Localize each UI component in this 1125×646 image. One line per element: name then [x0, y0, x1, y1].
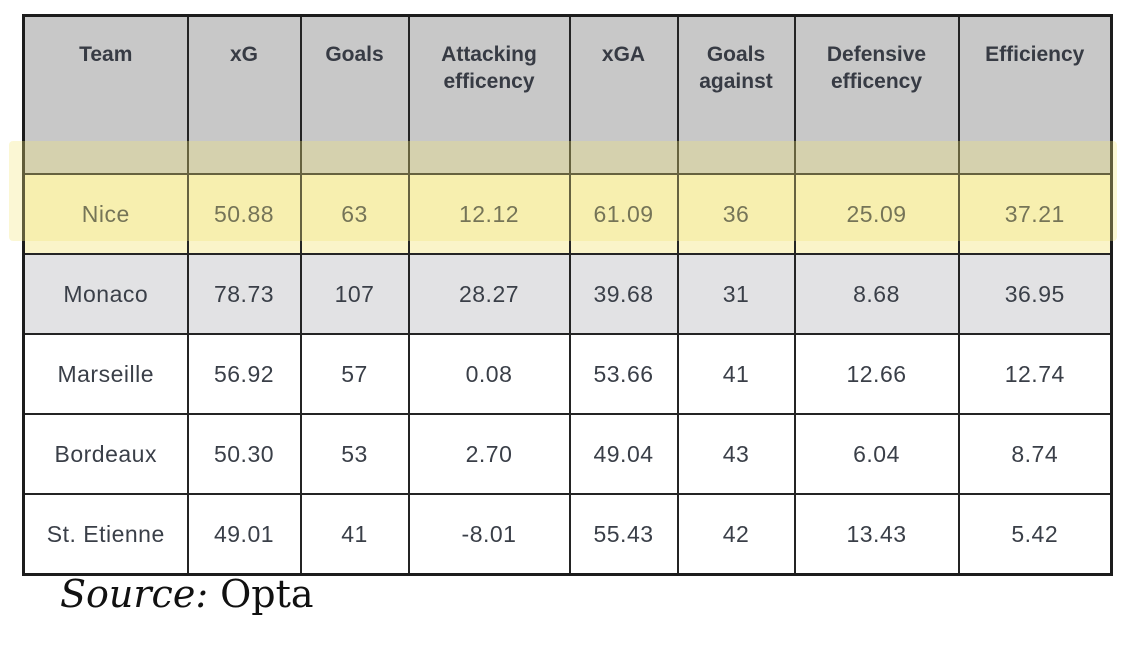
cell-efficiency: 12.74 [957, 333, 1113, 415]
table-row-bordeaux: Bordeaux 50.30 53 2.70 49.04 43 6.04 8.74 [22, 413, 1113, 495]
column-header-def_eff: Defensive efficency [793, 14, 960, 175]
source-label: Source: [60, 572, 209, 616]
column-header-team: Team [22, 14, 189, 175]
cell-team: Monaco [22, 253, 189, 335]
table-row-nice: Nice 50.88 63 12.12 61.09 36 25.09 37.21 [22, 173, 1113, 255]
cell-att_eff: 2.70 [407, 413, 571, 495]
cell-xg: 78.73 [186, 253, 302, 335]
cell-goals_against: 42 [676, 493, 796, 576]
cell-team: St. Etienne [22, 493, 189, 576]
cell-team: Nice [22, 173, 189, 255]
cell-xg: 50.88 [186, 173, 302, 255]
cell-goals: 107 [299, 253, 410, 335]
cell-goals: 53 [299, 413, 410, 495]
column-header-xga: xGA [568, 14, 679, 175]
column-header-goals: Goals [299, 14, 410, 175]
cell-goals: 41 [299, 493, 410, 576]
cell-xga: 49.04 [568, 413, 679, 495]
table-row-st-etienne: St. Etienne 49.01 41 -8.01 55.43 42 13.43 5.42 [22, 493, 1113, 576]
cell-xga: 61.09 [568, 173, 679, 255]
cell-efficiency: 5.42 [957, 493, 1113, 576]
column-header-efficiency: Efficiency [957, 14, 1113, 175]
cell-def_eff: 6.04 [793, 413, 960, 495]
cell-team: Bordeaux [22, 413, 189, 495]
cell-efficiency: 36.95 [957, 253, 1113, 335]
cell-goals_against: 36 [676, 173, 796, 255]
column-header-goals_against: Goals against [676, 14, 796, 175]
column-header-att_eff: Attacking efficency [407, 14, 571, 175]
cell-goals: 63 [299, 173, 410, 255]
cell-att_eff: 12.12 [407, 173, 571, 255]
table-body: Nice 50.88 63 12.12 61.09 36 25.09 37.21 Monaco 7… [22, 173, 1113, 576]
cell-xga: 53.66 [568, 333, 679, 415]
cell-att_eff: 0.08 [407, 333, 571, 415]
column-header-xg: xG [186, 14, 302, 175]
header-row: Team xG Goals Attacking efficency xGA Goals a… [22, 14, 1113, 175]
cell-goals_against: 43 [676, 413, 796, 495]
cell-xg: 56.92 [186, 333, 302, 415]
table-row-marseille: Marseille 56.92 57 0.08 53.66 41 12.66 12.74 [22, 333, 1113, 415]
stats-table: Team xG Goals Attacking efficency xGA Goals a… [22, 14, 1113, 576]
cell-def_eff: 25.09 [793, 173, 960, 255]
cell-team: Marseille [22, 333, 189, 415]
cell-def_eff: 8.68 [793, 253, 960, 335]
cell-att_eff: 28.27 [407, 253, 571, 335]
table-row-monaco: Monaco 78.73 107 28.27 39.68 31 8.68 36.95 [22, 253, 1113, 335]
cell-xg: 49.01 [186, 493, 302, 576]
cell-def_eff: 13.43 [793, 493, 960, 576]
cell-goals: 57 [299, 333, 410, 415]
source-caption: Source: Opta [60, 572, 314, 616]
cell-att_eff: -8.01 [407, 493, 571, 576]
stats-table-wrap: Team xG Goals Attacking efficency xGA Goals a… [9, 14, 1117, 576]
cell-goals_against: 31 [676, 253, 796, 335]
cell-efficiency: 8.74 [957, 413, 1113, 495]
cell-xga: 39.68 [568, 253, 679, 335]
cell-def_eff: 12.66 [793, 333, 960, 415]
source-value: Opta [220, 572, 314, 616]
cell-xg: 50.30 [186, 413, 302, 495]
cell-goals_against: 41 [676, 333, 796, 415]
cell-efficiency: 37.21 [957, 173, 1113, 255]
cell-xga: 55.43 [568, 493, 679, 576]
